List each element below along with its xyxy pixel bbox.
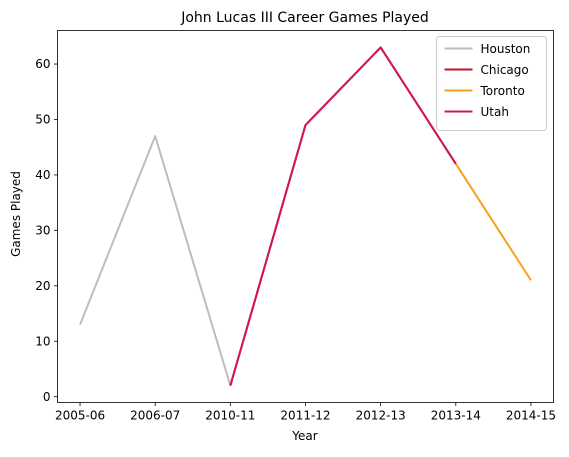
x-tick-label: 2010-11 (205, 409, 255, 423)
legend-label-houston: Houston (481, 42, 531, 56)
series-line-chicago (229, 46, 457, 386)
legend-label-utah: Utah (481, 105, 509, 119)
legend-label-toronto: Toronto (480, 84, 525, 98)
y-tick-label: 60 (35, 57, 50, 71)
series-line-toronto (454, 163, 532, 281)
legend-box (436, 36, 547, 131)
y-tick-label: 30 (35, 224, 50, 238)
y-tick-label: 40 (35, 168, 50, 182)
x-tick-label: 2005-06 (55, 409, 105, 423)
x-tick-label: 2012-13 (356, 409, 406, 423)
x-tick-label: 2014-15 (506, 409, 556, 423)
x-tick-label: 2013-14 (431, 409, 481, 423)
series-line-houston (79, 135, 232, 386)
legend: Houston Chicago Toronto Utah (436, 36, 547, 131)
series-line-utah (229, 46, 457, 386)
y-tick-label: 20 (35, 279, 50, 293)
legend-label-chicago: Chicago (481, 63, 529, 77)
chart-title: John Lucas III Career Games Played (180, 10, 429, 26)
y-tick-label: 0 (43, 390, 51, 404)
y-tick-label: 50 (35, 113, 50, 127)
x-tick-label: 2006-07 (130, 409, 180, 423)
x-tick-label: 2011-12 (280, 409, 330, 423)
y-tick-label: 10 (35, 334, 50, 348)
y-axis-label: Games Played (9, 171, 23, 257)
x-axis-label: Year (291, 429, 317, 443)
plot-area: 2005-06 2006-07 2010-11 2011-12 2012-13 2013-… (35, 30, 556, 423)
